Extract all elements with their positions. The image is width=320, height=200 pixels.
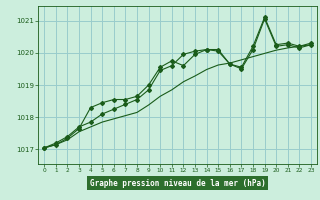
X-axis label: Graphe pression niveau de la mer (hPa): Graphe pression niveau de la mer (hPa) — [90, 179, 266, 188]
